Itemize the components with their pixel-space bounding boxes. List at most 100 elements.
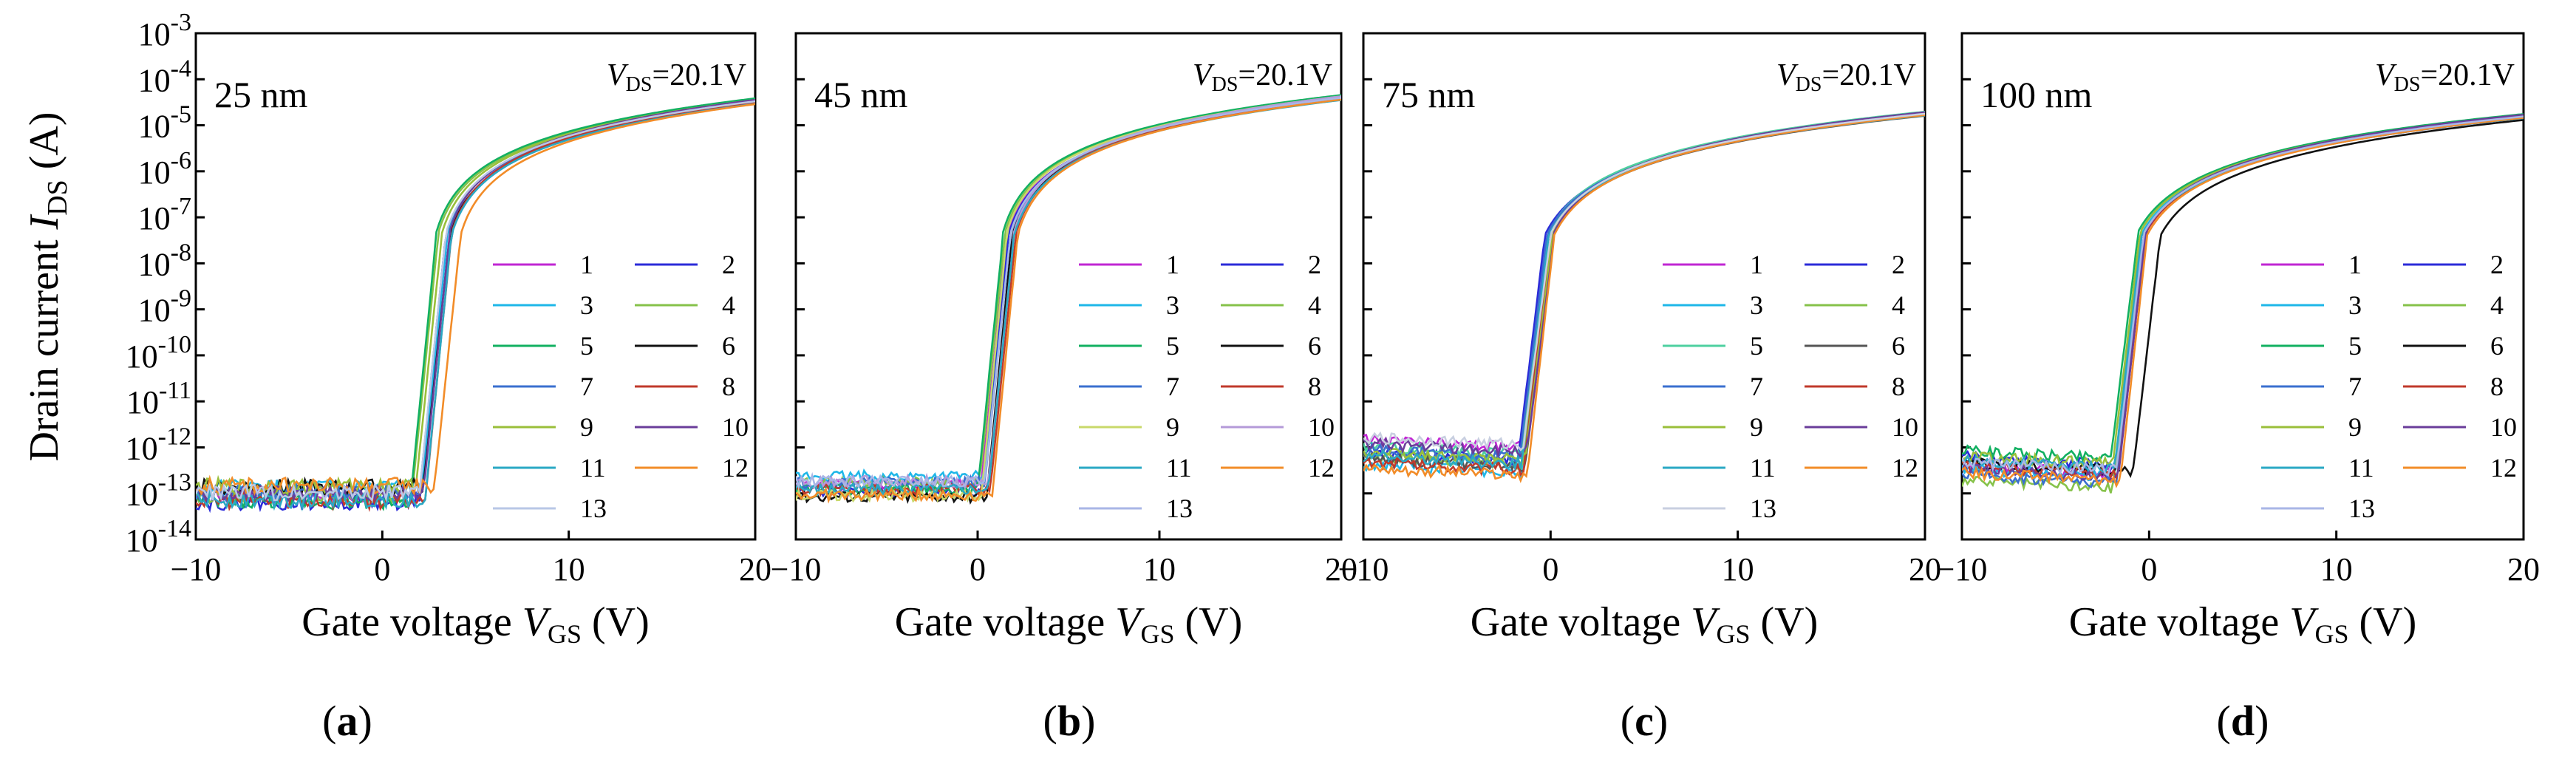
curves <box>1363 110 1925 483</box>
legend-label-11: 11 <box>2348 453 2374 483</box>
thickness-label: 25 nm <box>214 74 308 115</box>
series-line-3 <box>196 100 755 499</box>
thickness-label: 100 nm <box>1980 74 2093 115</box>
legend-label-9: 9 <box>1750 412 1763 442</box>
x-tick-label: 10 <box>2320 551 2353 587</box>
series-line-12 <box>796 98 1341 504</box>
series-line-3 <box>1962 115 2524 482</box>
y-tick-label: 10-8 <box>138 239 191 282</box>
legend-label-2: 2 <box>1892 250 1905 279</box>
series-line-6 <box>1962 119 2524 478</box>
y-tick-label: 10-6 <box>138 147 191 191</box>
legend-label-13: 13 <box>580 494 607 523</box>
legend-label-3: 3 <box>2348 290 2362 320</box>
y-axis: 10-310-410-510-610-710-810-910-1010-1110… <box>21 9 191 559</box>
legend-label-9: 9 <box>2348 412 2362 442</box>
legend-label-1: 1 <box>1166 250 1179 279</box>
y-tick-label: 10-5 <box>138 101 191 145</box>
vds-label: VDS=20.1V <box>607 58 746 96</box>
legend-label-4: 4 <box>1892 290 1905 320</box>
vds-label: VDS=20.1V <box>2375 58 2515 96</box>
legend-label-8: 8 <box>2490 372 2504 401</box>
plot-frame <box>1960 32 2525 541</box>
series-line-3 <box>1363 112 1925 480</box>
legend-label-3: 3 <box>1166 290 1179 320</box>
series-line-11 <box>1962 117 2524 474</box>
curves <box>1962 113 2524 494</box>
legend-label-7: 7 <box>1750 372 1763 401</box>
legend-label-6: 6 <box>2490 331 2504 361</box>
legend-label-12: 12 <box>2490 453 2517 483</box>
series-line-12 <box>1363 114 1925 483</box>
legend-label-5: 5 <box>580 331 593 361</box>
x-tick-label: 10 <box>553 551 585 587</box>
x-tick-label: 20 <box>2507 551 2540 587</box>
y-tick-label: 10-9 <box>138 285 191 329</box>
legend-label-2: 2 <box>1308 250 1321 279</box>
panel-caption: (b) <box>1043 697 1096 745</box>
legend-label-3: 3 <box>580 290 593 320</box>
legend-label-5: 5 <box>1166 331 1179 361</box>
series-line-9 <box>1962 114 2524 469</box>
x-tick-label: 0 <box>1542 551 1558 587</box>
y-axis-label: Drain current IDS (A) <box>21 112 73 461</box>
legend-label-9: 9 <box>1166 412 1179 442</box>
series-line-5 <box>196 97 755 511</box>
series-line-13 <box>1962 115 2524 477</box>
legend-label-2: 2 <box>2490 250 2504 279</box>
legend-label-8: 8 <box>1308 372 1321 401</box>
thickness-label: 75 nm <box>1382 74 1476 115</box>
legend-label-10: 10 <box>1308 412 1335 442</box>
series-line-5 <box>796 94 1341 498</box>
x-tick-label: 20 <box>739 551 771 587</box>
legend-label-4: 4 <box>722 290 735 320</box>
legend-label-6: 6 <box>722 331 735 361</box>
series-line-11 <box>1363 114 1925 472</box>
panel-caption: (d) <box>2217 697 2269 745</box>
series-line-4 <box>196 98 755 506</box>
legend-label-11: 11 <box>1166 453 1192 483</box>
y-tick-label: 10-12 <box>126 423 191 466</box>
series-line-10 <box>196 99 755 505</box>
y-tick-label: 10-13 <box>126 469 191 513</box>
x-tick-label: 10 <box>1722 551 1754 587</box>
legend-label-8: 8 <box>722 372 735 401</box>
x-tick-label: 20 <box>1909 551 1941 587</box>
series-line-13 <box>196 100 755 503</box>
x-tick-label: 0 <box>374 551 390 587</box>
curves <box>196 97 755 514</box>
legend-label-3: 3 <box>1750 290 1763 320</box>
series-line-12 <box>196 103 755 497</box>
series-line-2 <box>1962 116 2524 471</box>
series-line-8 <box>1363 112 1925 477</box>
y-tick-label: 10-10 <box>126 331 191 375</box>
legend-label-13: 13 <box>1750 494 1776 523</box>
series-line-9 <box>196 99 755 497</box>
vds-label: VDS=20.1V <box>1193 58 1332 96</box>
y-tick-label: 10-11 <box>126 377 191 420</box>
legend-label-6: 6 <box>1892 331 1905 361</box>
x-tick-label: 20 <box>1325 551 1357 587</box>
y-tick-label: 10-3 <box>138 9 191 52</box>
legend-label-1: 1 <box>2348 250 2362 279</box>
legend-label-7: 7 <box>580 372 593 401</box>
x-tick-label: −10 <box>171 551 222 587</box>
series-line-6 <box>196 103 755 499</box>
legend-label-13: 13 <box>1166 494 1193 523</box>
x-tick-label: −10 <box>771 551 822 587</box>
legend-label-11: 11 <box>1750 453 1776 483</box>
legend-label-7: 7 <box>2348 372 2362 401</box>
legend-label-6: 6 <box>1308 331 1321 361</box>
x-axis-label: Gate voltage VGS (V) <box>895 599 1243 649</box>
legend-label-12: 12 <box>722 453 749 483</box>
legend-label-13: 13 <box>2348 494 2375 523</box>
plot-frame <box>1362 32 1926 541</box>
x-axis-label: Gate voltage VGS (V) <box>2069 599 2417 649</box>
x-axis-label: Gate voltage VGS (V) <box>301 599 650 649</box>
legend-label-10: 10 <box>1892 412 1918 442</box>
